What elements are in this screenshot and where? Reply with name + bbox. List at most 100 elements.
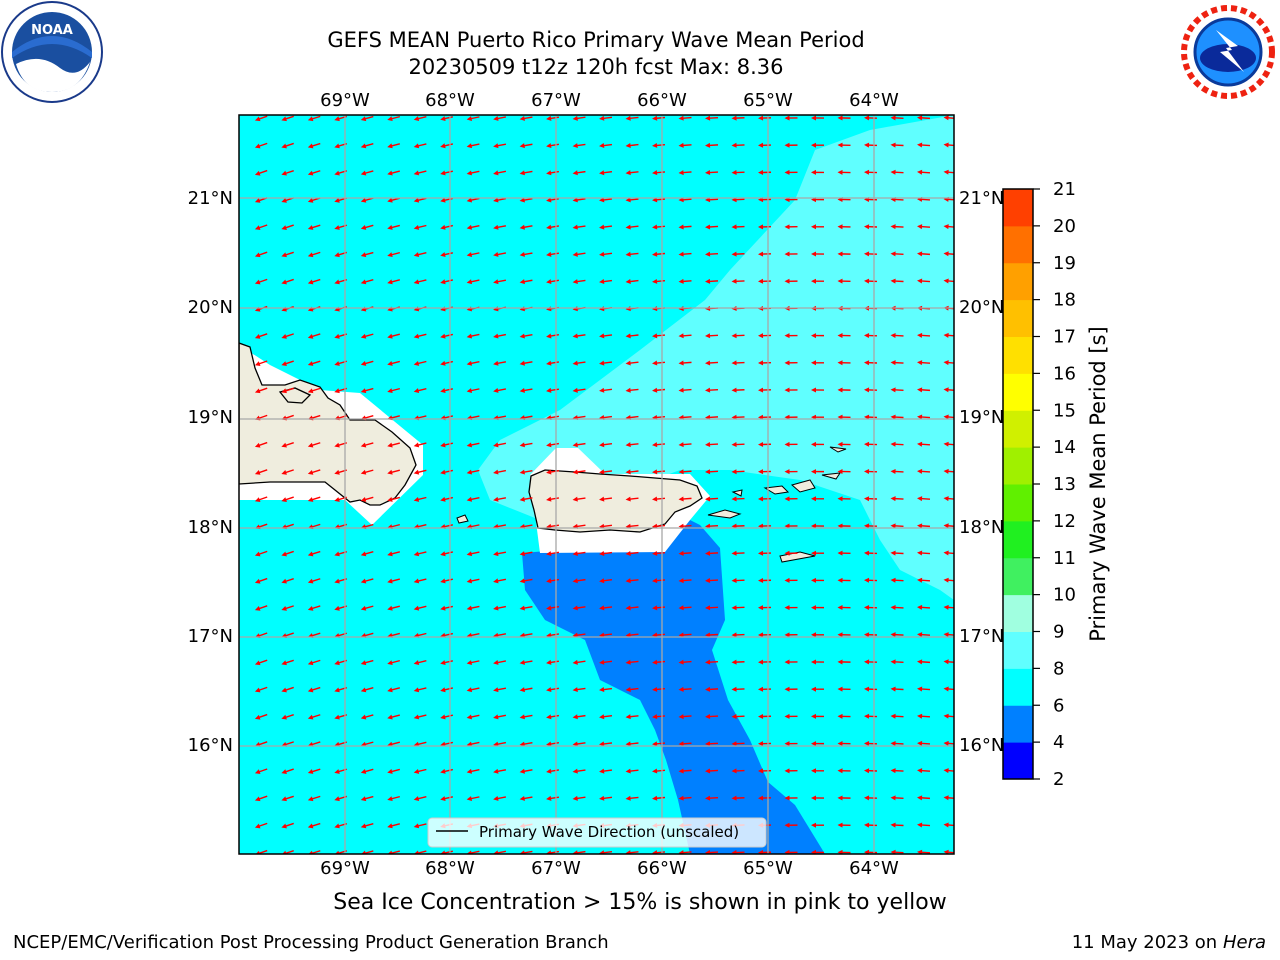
wave-arrow (307, 550, 321, 557)
lat-label: 19°N (188, 407, 233, 428)
wave-arrow (307, 714, 321, 720)
nws-logo (1180, 4, 1276, 100)
wave-arrow (890, 822, 904, 828)
wave-arrow (254, 822, 268, 829)
wave-arrow (599, 659, 613, 665)
wave-arrow (625, 170, 639, 176)
wave-arrow (943, 278, 954, 284)
wave-arrow (705, 142, 719, 148)
wave-arrow (599, 741, 613, 747)
wave-arrow (731, 387, 745, 393)
wave-arrow (599, 850, 613, 854)
colorbar-tick-label: 18 (1053, 290, 1076, 311)
wave-arrow (678, 333, 692, 339)
wave-arrow (864, 251, 878, 257)
wave-arrow (705, 360, 719, 366)
colorbar-cell (1003, 225, 1033, 264)
wave-arrow (413, 660, 427, 666)
wave-arrow (864, 469, 878, 475)
wave-arrow (625, 850, 639, 854)
wave-arrow (917, 169, 931, 175)
wave-arrow (519, 469, 533, 475)
wave-arrow (731, 714, 745, 720)
colorbar-tick-label: 2 (1053, 769, 1064, 790)
wave-arrow (546, 768, 560, 774)
wave-arrow (864, 496, 878, 502)
wave-arrow (705, 224, 719, 230)
wave-arrow (678, 224, 692, 230)
wave-arrow (731, 278, 745, 284)
wave-arrow (864, 441, 878, 447)
wave-arrow (731, 686, 745, 692)
wave-arrow (572, 387, 586, 393)
wave-arrow (837, 387, 851, 393)
wave-arrow (440, 496, 454, 502)
wave-arrow (784, 360, 798, 366)
wave-arrow (519, 714, 533, 720)
wave-arrow (307, 442, 321, 448)
wave-arrow (307, 686, 321, 693)
wave-arrow (784, 795, 798, 801)
wave-arrow (360, 795, 374, 802)
wave-arrow (837, 768, 851, 774)
wave-arrow (784, 278, 798, 284)
wave-arrow (864, 333, 878, 339)
wave-arrow (254, 795, 268, 802)
colorbar-tick-label: 13 (1053, 474, 1076, 495)
colorbar-cell (1003, 189, 1033, 227)
lat-labels-left: 21°N 20°N 19°N 18°N 17°N 16°N (188, 188, 233, 756)
wave-arrow (281, 768, 294, 774)
wave-arrow (413, 551, 427, 557)
wave-arrow (758, 686, 772, 692)
wave-arrow (943, 496, 954, 502)
wave-arrow (440, 197, 454, 203)
wave-arrow (546, 360, 560, 366)
wave-arrow (307, 224, 321, 230)
lat-label: 18°N (959, 517, 1004, 538)
wave-arrow (493, 442, 507, 448)
wave-arrow (890, 713, 904, 719)
wave-arrow (784, 686, 798, 692)
colorbar-tick-label: 8 (1053, 658, 1064, 679)
wave-arrow (943, 251, 954, 257)
wave-arrow (519, 224, 533, 230)
wave-arrow (360, 442, 374, 448)
wave-arrow (758, 333, 772, 339)
wave-arrow (360, 251, 374, 258)
wave-arrow (281, 496, 294, 502)
wave-arrow (864, 632, 878, 638)
map-subtitle: 20230509 t12z 120h fcst Max: 8.36 (408, 55, 784, 79)
wave-arrow (890, 278, 904, 284)
wave-arrow (493, 388, 507, 393)
wave-arrow (943, 360, 954, 366)
colorbar-cell (1003, 631, 1033, 669)
wave-arrow (890, 332, 904, 338)
wave-arrow (917, 550, 931, 556)
wave-arrow (493, 768, 507, 774)
wave-arrow (440, 578, 454, 584)
wave-arrow (493, 333, 507, 339)
wave-arrow (572, 605, 586, 611)
wave-arrow (943, 387, 954, 393)
wave-arrow (917, 768, 931, 774)
lon-label: 69°W (320, 858, 370, 879)
wave-arrow (413, 768, 427, 774)
footer-date-text: 11 May 2023 on (1071, 932, 1218, 953)
wave-arrow (281, 142, 294, 149)
wave-arrow (546, 224, 560, 230)
wave-arrow (546, 714, 560, 720)
wave-arrow (440, 687, 454, 693)
wave-arrow (758, 387, 772, 393)
wave-arrow (572, 687, 586, 693)
wave-arrow (307, 251, 321, 258)
wave-arrow (890, 360, 904, 366)
wave-arrow (572, 197, 586, 203)
wave-arrow (652, 550, 666, 556)
wave-arrow (519, 360, 533, 366)
wave-arrow (758, 441, 772, 447)
wave-arrow (652, 360, 666, 366)
wave-arrow (281, 170, 294, 176)
wave-arrow (917, 496, 931, 502)
wave-arrow (387, 659, 400, 666)
wave-arrow (811, 605, 825, 611)
